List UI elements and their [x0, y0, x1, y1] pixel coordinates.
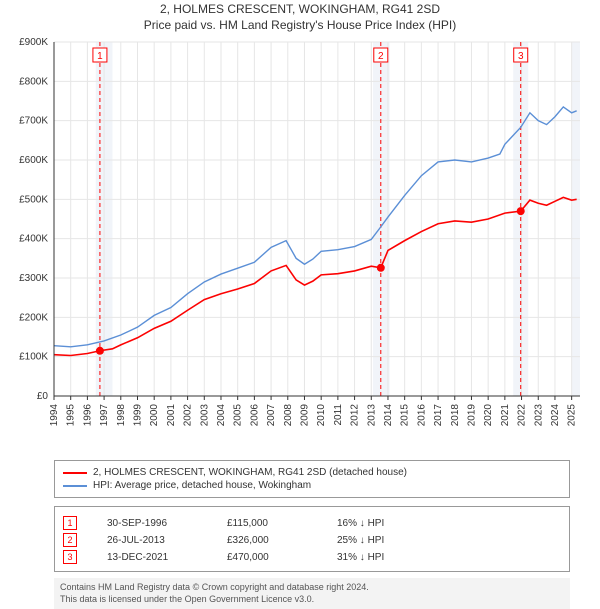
- y-tick-label: £700K: [19, 116, 48, 127]
- x-tick-label: 2010: [316, 404, 327, 427]
- x-tick-label: 2012: [350, 404, 361, 427]
- x-tick-label: 2015: [400, 404, 411, 427]
- y-tick-label: £400K: [19, 234, 48, 245]
- y-tick-label: £800K: [19, 76, 48, 87]
- x-tick-label: 1995: [66, 404, 77, 427]
- sale-badge: 2: [63, 533, 77, 547]
- legend-label: HPI: Average price, detached house, Woki…: [93, 480, 311, 491]
- x-tick-label: 2014: [383, 404, 394, 427]
- x-tick-label: 2001: [166, 404, 177, 427]
- titles: 2, HOLMES CRESCENT, WOKINGHAM, RG41 2SD …: [0, 0, 600, 32]
- x-tick-label: 2009: [299, 404, 310, 427]
- x-tick-label: 2022: [517, 404, 528, 427]
- x-tick-label: 1998: [116, 404, 127, 427]
- x-tick-label: 2002: [183, 404, 194, 427]
- x-tick-label: 2016: [416, 404, 427, 427]
- x-tick-label: 2025: [567, 404, 578, 427]
- x-tick-label: 2005: [233, 404, 244, 427]
- x-tick-label: 2004: [216, 404, 227, 427]
- y-tick-label: £100K: [19, 352, 48, 363]
- legend-swatch: [63, 472, 87, 474]
- legend-row: 2, HOLMES CRESCENT, WOKINGHAM, RG41 2SD …: [63, 467, 561, 478]
- y-tick-label: £900K: [19, 37, 48, 48]
- sale-date: 13-DEC-2021: [107, 552, 197, 563]
- x-tick-label: 2008: [283, 404, 294, 427]
- sale-marker-dot: [517, 207, 525, 215]
- x-tick-label: 1996: [82, 404, 93, 427]
- x-tick-label: 2007: [266, 404, 277, 427]
- chart-svg: £0 £100K £200K £300K £400K £500K £600K £700K £80…: [0, 32, 600, 452]
- sale-pct: 31% ↓ HPI: [337, 552, 417, 563]
- x-tick-label: 2017: [433, 404, 444, 427]
- y-tick-label: £200K: [19, 312, 48, 323]
- legend: 2, HOLMES CRESCENT, WOKINGHAM, RG41 2SD …: [54, 460, 570, 498]
- y-tick-label: £0: [37, 391, 49, 402]
- sale-marker-dot: [377, 264, 385, 272]
- y-tick-label: £500K: [19, 194, 48, 205]
- x-tick-label: 2020: [483, 404, 494, 427]
- x-tick-label: 2000: [149, 404, 160, 427]
- x-tick-label: 2006: [249, 404, 260, 427]
- sale-row: 1 30-SEP-1996 £115,000 16% ↓ HPI: [63, 516, 561, 530]
- x-tick-label: 2023: [533, 404, 544, 427]
- legend-swatch: [63, 485, 87, 487]
- x-tick-label: 2019: [466, 404, 477, 427]
- sale-marker-dot: [96, 347, 104, 355]
- x-tick-label: 2013: [366, 404, 377, 427]
- sale-price: £470,000: [227, 552, 307, 563]
- sale-pct: 25% ↓ HPI: [337, 535, 417, 546]
- legend-row: HPI: Average price, detached house, Woki…: [63, 480, 561, 491]
- footer-line1: Contains HM Land Registry data © Crown c…: [60, 582, 564, 594]
- y-tick-label: £300K: [19, 273, 48, 284]
- x-tick-label: 2021: [500, 404, 511, 427]
- marker-badge-label: 1: [97, 51, 103, 62]
- sale-price: £326,000: [227, 535, 307, 546]
- sale-badge: 1: [63, 516, 77, 530]
- x-tick-label: 1994: [49, 404, 60, 427]
- sale-price: £115,000: [227, 518, 307, 529]
- sale-badge: 3: [63, 550, 77, 564]
- sale-date: 26-JUL-2013: [107, 535, 197, 546]
- footer: Contains HM Land Registry data © Crown c…: [54, 578, 570, 609]
- sale-pct: 16% ↓ HPI: [337, 518, 417, 529]
- x-tick-label: 2003: [199, 404, 210, 427]
- sale-date: 30-SEP-1996: [107, 518, 197, 529]
- x-tick-label: 2018: [450, 404, 461, 427]
- x-tick-label: 2024: [550, 404, 561, 427]
- sale-row: 3 13-DEC-2021 £470,000 31% ↓ HPI: [63, 550, 561, 564]
- x-tick-label: 1997: [99, 404, 110, 427]
- legend-label: 2, HOLMES CRESCENT, WOKINGHAM, RG41 2SD …: [93, 467, 407, 478]
- sale-row: 2 26-JUL-2013 £326,000 25% ↓ HPI: [63, 533, 561, 547]
- marker-badge-label: 2: [378, 51, 384, 62]
- title-address: 2, HOLMES CRESCENT, WOKINGHAM, RG41 2SD: [0, 2, 600, 16]
- chart: £0 £100K £200K £300K £400K £500K £600K £700K £80…: [0, 32, 600, 452]
- title-subtitle: Price paid vs. HM Land Registry's House …: [0, 18, 600, 32]
- x-tick-label: 2011: [333, 404, 344, 426]
- x-tick-label: 1999: [132, 404, 143, 427]
- shaded-band: [572, 42, 580, 396]
- sales-table: 1 30-SEP-1996 £115,000 16% ↓ HPI 2 26-JUL-201…: [54, 506, 570, 572]
- page: 2, HOLMES CRESCENT, WOKINGHAM, RG41 2SD …: [0, 0, 600, 590]
- y-tick-label: £600K: [19, 155, 48, 166]
- marker-badge-label: 3: [518, 51, 524, 62]
- footer-line2: This data is licensed under the Open Gov…: [60, 594, 564, 606]
